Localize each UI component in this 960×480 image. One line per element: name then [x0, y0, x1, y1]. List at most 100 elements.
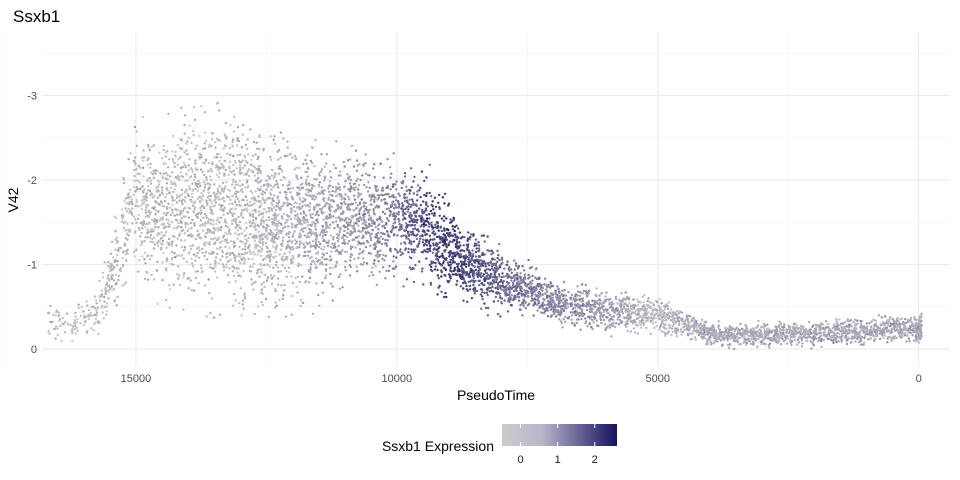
grid-lines: [5, 32, 950, 366]
data-point: [93, 295, 97, 298]
data-point: [336, 223, 339, 227]
data-point: [198, 152, 201, 155]
data-point: [295, 174, 298, 177]
data-point: [153, 194, 156, 197]
data-point: [144, 262, 147, 265]
data-point: [247, 257, 250, 261]
data-point: [215, 256, 218, 259]
data-point: [149, 182, 153, 185]
data-point: [135, 186, 139, 189]
data-point: [210, 178, 213, 182]
data-point: [253, 312, 256, 316]
data-point: [645, 308, 648, 311]
data-point: [455, 224, 458, 227]
data-point: [502, 288, 505, 291]
data-point: [153, 278, 156, 281]
data-point: [473, 265, 477, 269]
data-point: [267, 197, 270, 200]
data-point: [410, 243, 413, 246]
data-point: [348, 232, 351, 235]
data-point: [301, 219, 305, 222]
data-point: [246, 147, 249, 150]
data-point: [225, 252, 228, 256]
data-point: [281, 297, 284, 301]
data-point: [605, 291, 608, 294]
data-point: [470, 296, 474, 300]
data-point: [532, 314, 535, 317]
data-point: [498, 275, 501, 278]
data-point: [195, 144, 198, 147]
data-point: [216, 189, 220, 193]
data-point: [166, 178, 169, 181]
data-point: [564, 294, 568, 297]
data-point: [353, 188, 356, 191]
data-point: [259, 268, 263, 271]
data-point: [321, 225, 325, 228]
data-point: [323, 165, 326, 168]
data-point: [162, 234, 165, 237]
data-point: [371, 228, 374, 232]
data-point: [250, 169, 253, 172]
data-point: [514, 262, 518, 265]
data-point: [502, 280, 505, 283]
data-point: [428, 217, 431, 220]
data-point: [563, 288, 566, 292]
data-point: [406, 210, 409, 213]
data-point: [649, 316, 652, 319]
data-point: [73, 328, 76, 331]
data-point: [506, 310, 510, 313]
data-point: [69, 323, 72, 327]
data-point: [359, 230, 362, 234]
data-point: [224, 239, 227, 243]
data-point: [458, 273, 462, 276]
data-point: [177, 221, 180, 225]
data-point: [167, 112, 170, 116]
data-point: [175, 196, 179, 199]
data-point: [394, 196, 397, 199]
data-point: [366, 190, 370, 193]
data-point: [397, 213, 400, 216]
data-point: [466, 237, 470, 240]
data-point: [377, 241, 380, 244]
data-point: [196, 189, 200, 193]
data-point: [427, 229, 430, 232]
data-point: [365, 185, 368, 189]
data-point: [373, 222, 376, 226]
data-point: [270, 277, 273, 280]
data-point: [289, 217, 293, 221]
data-point: [412, 240, 416, 243]
data-point: [123, 243, 127, 247]
data-point: [460, 265, 463, 268]
data-point: [467, 275, 470, 278]
data-point: [218, 203, 221, 206]
data-point: [640, 319, 644, 322]
data-point: [483, 279, 486, 283]
data-point: [369, 244, 372, 247]
data-point: [584, 283, 587, 287]
data-point: [268, 260, 272, 263]
data-point: [281, 226, 285, 230]
data-point: [364, 172, 368, 175]
data-point: [366, 241, 370, 244]
data-point: [200, 267, 203, 270]
data-point: [235, 190, 238, 193]
data-point: [257, 155, 260, 159]
data-point: [146, 228, 149, 231]
data-point: [95, 314, 99, 317]
data-point: [275, 214, 278, 217]
data-point: [189, 244, 192, 248]
data-point: [236, 271, 239, 274]
data-point: [217, 262, 220, 265]
data-point: [608, 323, 612, 327]
data-point: [131, 222, 134, 225]
data-point: [542, 297, 545, 301]
data-point: [422, 229, 425, 232]
data-point: [403, 171, 407, 175]
data-point: [306, 242, 309, 246]
data-point: [495, 277, 499, 281]
data-point: [331, 185, 334, 189]
data-point: [160, 217, 163, 220]
data-point: [100, 304, 104, 308]
data-point: [508, 291, 512, 294]
data-point: [183, 164, 187, 167]
